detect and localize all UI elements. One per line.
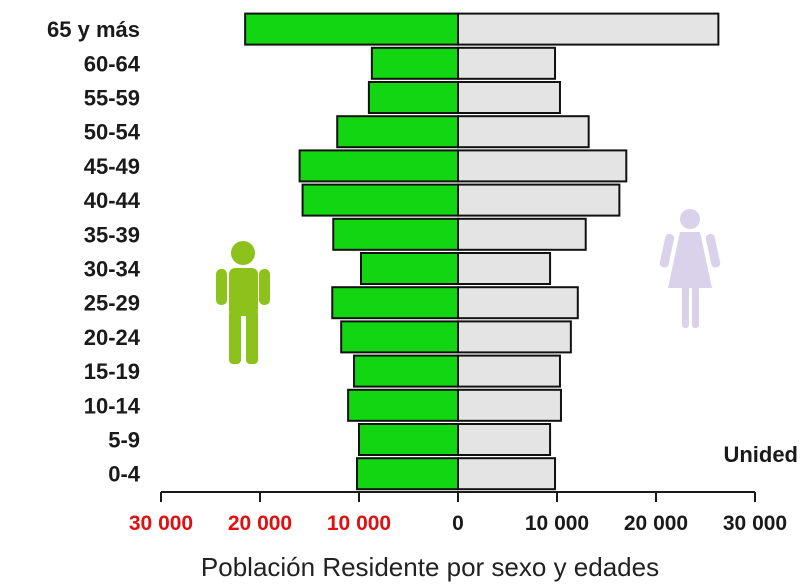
age-group-label: 30-34 — [84, 257, 141, 282]
x-tick-label: 20 000 — [624, 512, 688, 535]
bar-female — [457, 354, 561, 388]
male-figure-icon — [216, 241, 270, 364]
bar-male — [332, 217, 460, 251]
bar-female — [457, 115, 590, 149]
age-group-label: 45-49 — [84, 154, 140, 179]
bar-male — [347, 388, 459, 422]
age-group-label: 10-14 — [84, 393, 141, 418]
bar-female — [457, 149, 628, 183]
bar-female — [457, 12, 720, 46]
age-group-label: 20-24 — [84, 325, 141, 350]
x-tick-label: 10 000 — [327, 512, 391, 535]
bar-male — [331, 286, 459, 320]
bar-female — [457, 286, 579, 320]
bar-female — [457, 46, 557, 80]
bar-male — [358, 423, 459, 456]
age-group-label: 0-4 — [108, 462, 141, 487]
bar-male — [370, 46, 459, 80]
bar-female — [457, 252, 552, 285]
bar-male — [301, 183, 459, 217]
age-group-label: 65 y más — [47, 17, 140, 42]
male-bars — [244, 12, 460, 491]
age-group-label: 5-9 — [108, 428, 140, 453]
bar-male — [353, 354, 459, 388]
female-bars — [457, 12, 720, 491]
age-group-label: 15-19 — [84, 359, 140, 384]
bar-female — [457, 457, 557, 491]
age-group-label: 35-39 — [84, 222, 140, 247]
age-group-label: 55-59 — [84, 86, 140, 111]
x-tick-label: 20 000 — [228, 512, 292, 535]
x-tick-label: 0 — [452, 512, 464, 535]
bar-male — [244, 12, 459, 46]
bar-female — [457, 320, 572, 354]
age-group-label: 60-64 — [84, 51, 141, 76]
bar-male — [359, 252, 460, 285]
x-axis-ticks: 30 000 20 000 10 000 0 10 000 20 000 30 000 — [129, 492, 787, 535]
age-group-labels: 65 y más 60-64 55-59 50-54 45-49 40-44 35-39 30… — [47, 17, 141, 487]
unit-label: Unided — [723, 442, 798, 467]
bar-female — [457, 423, 552, 456]
age-group-label: 40-44 — [84, 188, 141, 213]
x-axis-caption: Población Residente por sexo y edades — [201, 552, 659, 582]
bar-male — [340, 320, 459, 354]
x-tick-label: 10 000 — [525, 512, 589, 535]
bar-male — [367, 81, 459, 114]
age-group-label: 25-29 — [84, 291, 140, 316]
bar-male — [356, 457, 459, 491]
x-axis: 30 000 20 000 10 000 0 10 000 20 000 30 000 — [129, 491, 787, 535]
female-figure-icon — [659, 209, 721, 328]
age-group-label: 50-54 — [84, 120, 141, 145]
bar-female — [457, 81, 561, 114]
x-tick-label: 30 000 — [129, 512, 193, 535]
bar-female — [457, 388, 562, 422]
x-tick-label: 30 000 — [723, 512, 787, 535]
bar-female — [457, 183, 621, 217]
bar-male — [336, 115, 459, 149]
bar-female — [457, 217, 587, 251]
bar-male — [298, 149, 459, 183]
